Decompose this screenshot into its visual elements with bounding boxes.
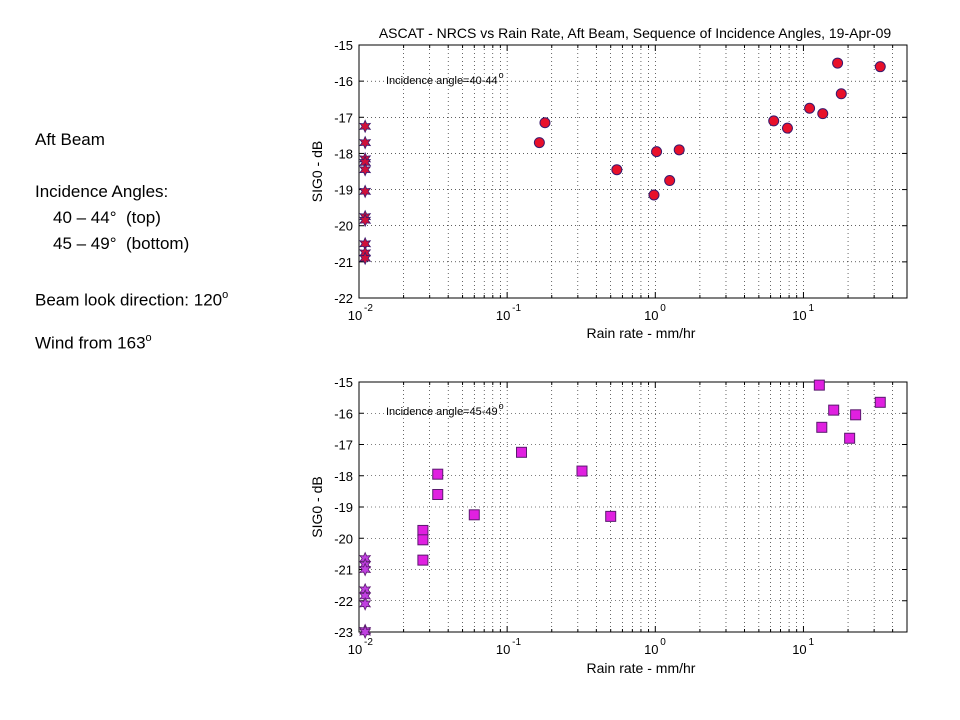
star-point [359, 119, 372, 134]
plot-frame [358, 44, 908, 299]
data-point [768, 115, 780, 127]
beam-look-direction: Beam look direction: 120o [35, 286, 228, 311]
data-point [874, 61, 886, 73]
x-tick-label: 10 [496, 642, 510, 657]
data-point [576, 465, 588, 477]
x-tick-label: 10 [644, 642, 658, 657]
incidence-annotation-degree: o [499, 70, 504, 80]
x-tick-label: 10 [792, 308, 806, 323]
data-point [816, 421, 828, 433]
y-tick-label: -23 [334, 625, 353, 640]
x-tick-label: 10 [496, 308, 510, 323]
chart-title: ASCAT - NRCS vs Rain Rate, Aft Beam, Seq… [379, 25, 892, 41]
star-point [359, 162, 372, 177]
x-axis-label: Rain rate - mm/hr [587, 660, 696, 676]
data-point [417, 534, 429, 546]
y-tick-label: -21 [334, 563, 353, 578]
data-point [813, 379, 825, 391]
data-point [432, 468, 444, 480]
y-tick-label: -18 [334, 469, 353, 484]
wind-text: Wind from 163 [35, 333, 146, 353]
data-point [539, 117, 551, 129]
x-tick-label: 10 [792, 642, 806, 657]
star-point [359, 625, 372, 639]
y-tick-label: -16 [334, 74, 353, 89]
data-point [817, 108, 829, 120]
x-tick-label: 10 [348, 642, 362, 657]
x-tick-exponent: -2 [364, 637, 373, 648]
data-point [835, 88, 847, 100]
data-point [828, 404, 840, 416]
data-point [664, 175, 676, 187]
x-tick-label: 10 [348, 308, 362, 323]
data-point [648, 189, 660, 201]
incidence-angle-bottom: 45 – 49° (bottom) [53, 234, 190, 253]
data-point [844, 432, 856, 444]
y-tick-label: -19 [334, 500, 353, 515]
data-point [781, 122, 793, 134]
y-tick-label: -21 [334, 255, 353, 270]
wind-direction: Wind from 163o [35, 329, 152, 354]
y-tick-label: -17 [334, 438, 353, 453]
data-point [874, 396, 886, 408]
y-tick-label: -15 [334, 375, 353, 390]
data-point [611, 164, 623, 176]
wind-degree: o [145, 332, 152, 344]
sidebar-heading: Aft Beam [35, 130, 105, 149]
data-point [417, 524, 429, 536]
x-tick-exponent: 1 [808, 637, 814, 648]
y-tick-label: -22 [334, 594, 353, 609]
y-tick-label: -20 [334, 219, 353, 234]
star-point [359, 596, 372, 611]
data-point [605, 510, 617, 522]
star-point [359, 562, 372, 577]
x-tick-exponent: -1 [512, 303, 521, 314]
incidence-annotation-degree: o [499, 401, 504, 411]
y-tick-label: -19 [334, 183, 353, 198]
x-axis-label: Rain rate - mm/hr [587, 325, 696, 341]
data-point [533, 137, 545, 149]
y-tick-label: -22 [334, 291, 353, 306]
beam-look-degree: o [222, 289, 229, 301]
x-tick-exponent: 0 [660, 303, 666, 314]
y-tick-label: -18 [334, 146, 353, 161]
data-point [832, 57, 844, 69]
data-point [516, 446, 528, 458]
data-point [468, 509, 480, 521]
star-point [359, 213, 372, 228]
data-point [417, 554, 429, 566]
star-point [359, 184, 372, 199]
y-tick-label: -15 [334, 38, 353, 53]
incidence-angle-top: 40 – 44° (top) [53, 208, 161, 227]
incidence-annotation: Incidence angle=40-44 [386, 75, 498, 87]
data-point [432, 489, 444, 500]
data-point [850, 409, 862, 421]
star-point [359, 135, 372, 150]
x-tick-exponent: 1 [808, 303, 814, 314]
data-point [673, 144, 685, 156]
y-axis-label: SIG0 - dB [309, 476, 325, 537]
incidence-annotation: Incidence angle=45-49 [386, 406, 498, 418]
data-point [804, 102, 816, 114]
beam-look-text: Beam look direction: 120 [35, 290, 223, 310]
y-tick-label: -17 [334, 110, 353, 125]
star-point [359, 251, 372, 266]
y-tick-label: -20 [334, 531, 353, 546]
plot-frame [358, 381, 908, 633]
x-tick-exponent: 0 [660, 637, 666, 648]
x-tick-exponent: -1 [512, 637, 521, 648]
data-point [651, 146, 663, 158]
x-tick-exponent: -2 [364, 303, 373, 314]
x-tick-label: 10 [644, 308, 658, 323]
y-axis-label: SIG0 - dB [309, 141, 325, 202]
y-tick-label: -16 [334, 406, 353, 421]
incidence-angles-label: Incidence Angles: [35, 182, 169, 201]
